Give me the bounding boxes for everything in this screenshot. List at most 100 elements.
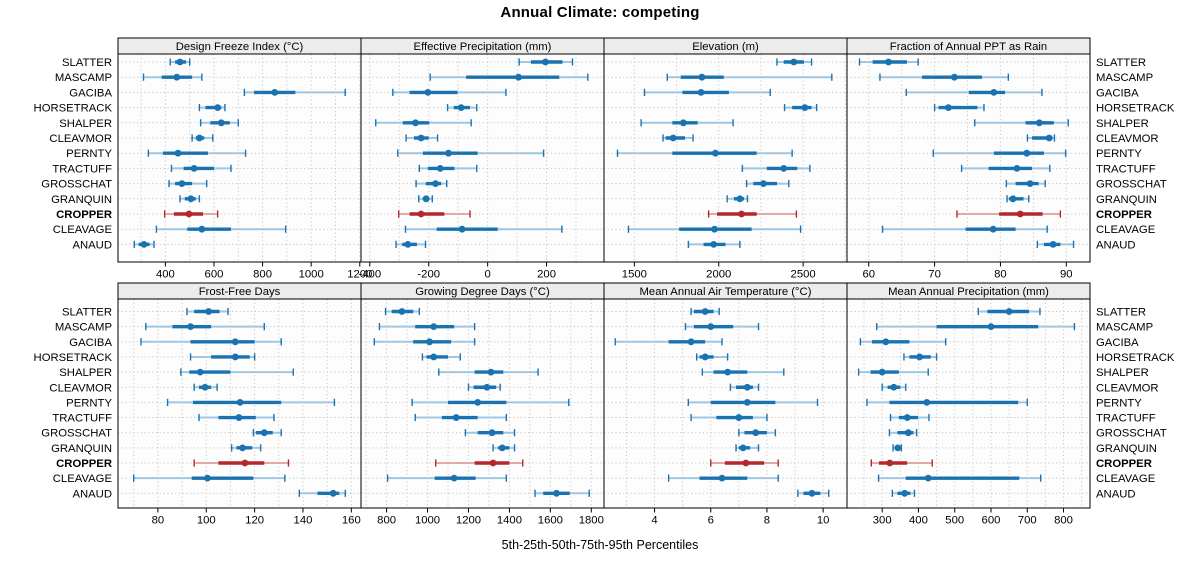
percentile-row-slatter [690,307,720,316]
site-label-left-cleavage-row0: CLEAVAGE [53,224,113,236]
median-dot-pernty [711,149,719,157]
median-dot-grosschat [752,429,760,437]
percentile-row-slatter [977,307,1041,316]
median-dot-anaud [329,489,337,497]
percentile-row-shalper [199,119,239,127]
axis-tick-label: 1800 [579,515,604,527]
percentile-row-cleavmor [193,383,218,391]
percentile-row-anaud [797,489,830,497]
percentile-row-tractuff [198,413,275,422]
axis-tick-label: 10 [817,515,830,527]
percentile-row-horsetrack [783,104,818,112]
axis-tick-label: 60 [862,269,875,281]
median-dot-cleavmor [890,383,898,391]
median-dot-pernty [1023,149,1031,157]
median-dot-slatter [205,308,213,315]
percentile-row-pernty [166,398,336,406]
percentile-row-tractuff [690,413,768,422]
median-dot-shalper [679,119,687,127]
median-dot-tractuff [780,165,788,172]
percentile-row-mascamp [145,323,265,331]
percentile-row-anaud [687,240,741,248]
strip-title: Design Freeze Index (°C) [176,41,304,53]
axis-tick-label: 4 [651,515,657,527]
median-dot-tractuff [190,165,198,172]
site-label-right-cleavage-row1: CLEAVAGE [1096,473,1156,485]
median-dot-slatter [176,58,184,66]
percentile-row-shalper [180,368,294,376]
site-label-left-horsetrack-row1: HORSETRACK [34,352,113,364]
percentile-row-gaciba [614,338,723,346]
site-label-left-tractuff-row1: TRACTUFF [52,413,112,425]
percentile-row-granquin [230,444,262,452]
percentile-row-slatter [858,58,919,66]
percentile-row-anaud [891,489,916,497]
median-dot-tractuff [735,414,743,421]
site-label-right-cropper-row0: CROPPER [1096,209,1152,221]
percentile-row-tractuff [960,164,1051,172]
median-dot-pernty [445,149,452,157]
percentile-row-shalper [438,368,539,376]
axis-tick-label: 1200 [347,269,372,281]
median-dot-shalper [196,368,204,376]
median-dot-slatter [701,308,709,315]
panel-design-freeze-index-c: Design Freeze Index (°C) 400 600 800 1000 120… [117,37,372,281]
site-label-right-shalper-row0: SHALPER [1096,118,1149,130]
percentile-row-gaciba [905,88,1043,96]
panel-fraction-of-annual-ppt-as-rain: Fraction of Annual PPT as Rain 60 70 80 90 [846,37,1091,281]
axis-tick-label: 400 [156,269,175,281]
median-dot-cleavmor [669,134,677,142]
median-dot-pernty [236,399,244,406]
percentile-row-slatter [384,307,421,316]
site-label-left-horsetrack-row0: HORSETRACK [34,103,113,115]
site-label-left-anaud-row0: ANAUD [72,239,112,251]
percentile-row-shalper [375,119,472,127]
site-label-left-tractuff-row0: TRACTUFF [52,163,112,175]
median-dot-anaud [140,241,148,248]
site-label-right-cleavage-row0: CLEAVAGE [1096,224,1156,236]
chart-title: Annual Climate: competing [500,4,700,21]
site-label-left-mascamp-row0: MASCAMP [55,72,112,84]
percentile-row-cleavage [877,474,1042,482]
percentile-row-horsetrack [903,353,938,361]
percentile-row-tractuff [418,164,478,172]
axis-tick-label: 1000 [415,515,440,527]
percentile-row-mascamp [876,323,1076,331]
median-dot-granquin [239,444,246,452]
site-label-right-horsetrack-row1: HORSETRACK [1096,352,1175,364]
site-label-left-gaciba-row0: GACIBA [69,87,112,99]
site-label-right-granquin-row0: GRANQUIN [1096,194,1157,206]
panel-effective-precipitation-mm: Effective Precipitation (mm) -400 -200 0 200 [359,37,605,281]
axis-tick-label: 80 [152,515,165,527]
percentile-row-shalper [857,368,929,376]
axis-tick-label: 200 [537,269,556,281]
percentile-row-granquin [418,195,433,203]
median-dot-mascamp [698,73,706,81]
percentile-row-granquin [492,444,516,452]
panel-mean-annual-precipitation-mm: Mean Annual Precipitation (mm) 300 400 500 6… [846,282,1091,527]
site-label-right-cleavmor-row1: CLEAVMOR [1096,382,1159,394]
percentile-row-grosschat [888,429,918,437]
site-label-left-cropper-row1: CROPPER [56,458,112,470]
percentile-row-cropper [435,459,524,467]
strip-title: Frost-Free Days [199,286,281,298]
axis-tick-label: 600 [205,269,224,281]
median-dot-grosschat [760,180,767,188]
site-label-left-slatter-row1: SLATTER [62,307,112,319]
percentile-row-mascamp [879,73,1010,81]
percentile-row-cleavage [627,225,802,233]
site-label-right-cleavmor-row0: CLEAVMOR [1096,133,1159,145]
median-dot-grosschat [260,429,268,437]
axis-tick-label: 0 [485,269,491,281]
median-dot-horsetrack [214,104,222,111]
median-dot-granquin [736,195,744,203]
percentile-row-cropper [398,210,471,218]
percentile-row-gaciba [392,88,507,96]
percentile-row-granquin [1006,195,1030,203]
median-dot-anaud [808,489,816,497]
axis-tick-label: 800 [1054,515,1073,527]
axis-tick-label: 2000 [706,269,731,281]
median-dot-cropper [241,459,249,467]
strip-title: Elevation (m) [692,41,759,53]
